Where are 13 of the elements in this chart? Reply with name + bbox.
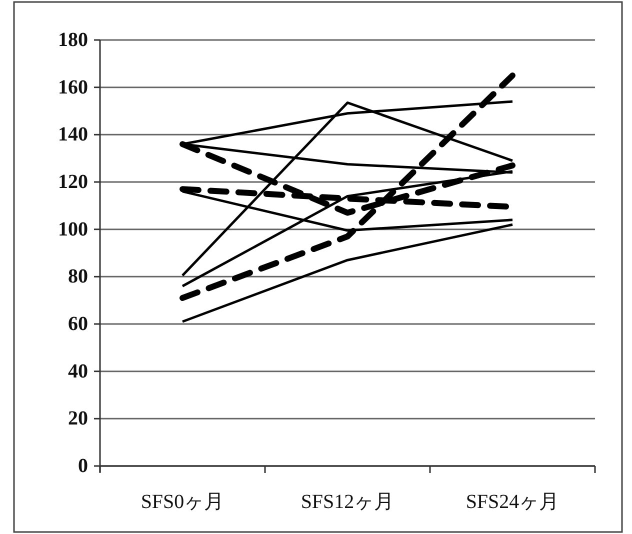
y-tick-label: 0 — [78, 455, 88, 477]
y-tick-label: 100 — [58, 218, 88, 240]
y-tick-label: 140 — [58, 124, 88, 146]
x-tick-label: SFS24ヶ月 — [466, 491, 560, 513]
y-tick-label: 120 — [58, 171, 88, 193]
y-tick-label: 60 — [68, 313, 88, 335]
y-tick-label: 160 — [58, 76, 88, 98]
y-tick-label: 180 — [58, 29, 88, 51]
y-tick-label: 20 — [68, 408, 88, 430]
y-tick-label: 80 — [68, 266, 88, 288]
x-tick-label: SFS12ヶ月 — [300, 491, 394, 513]
x-tick-label: SFS0ヶ月 — [140, 491, 224, 513]
y-tick-label: 40 — [68, 360, 88, 382]
